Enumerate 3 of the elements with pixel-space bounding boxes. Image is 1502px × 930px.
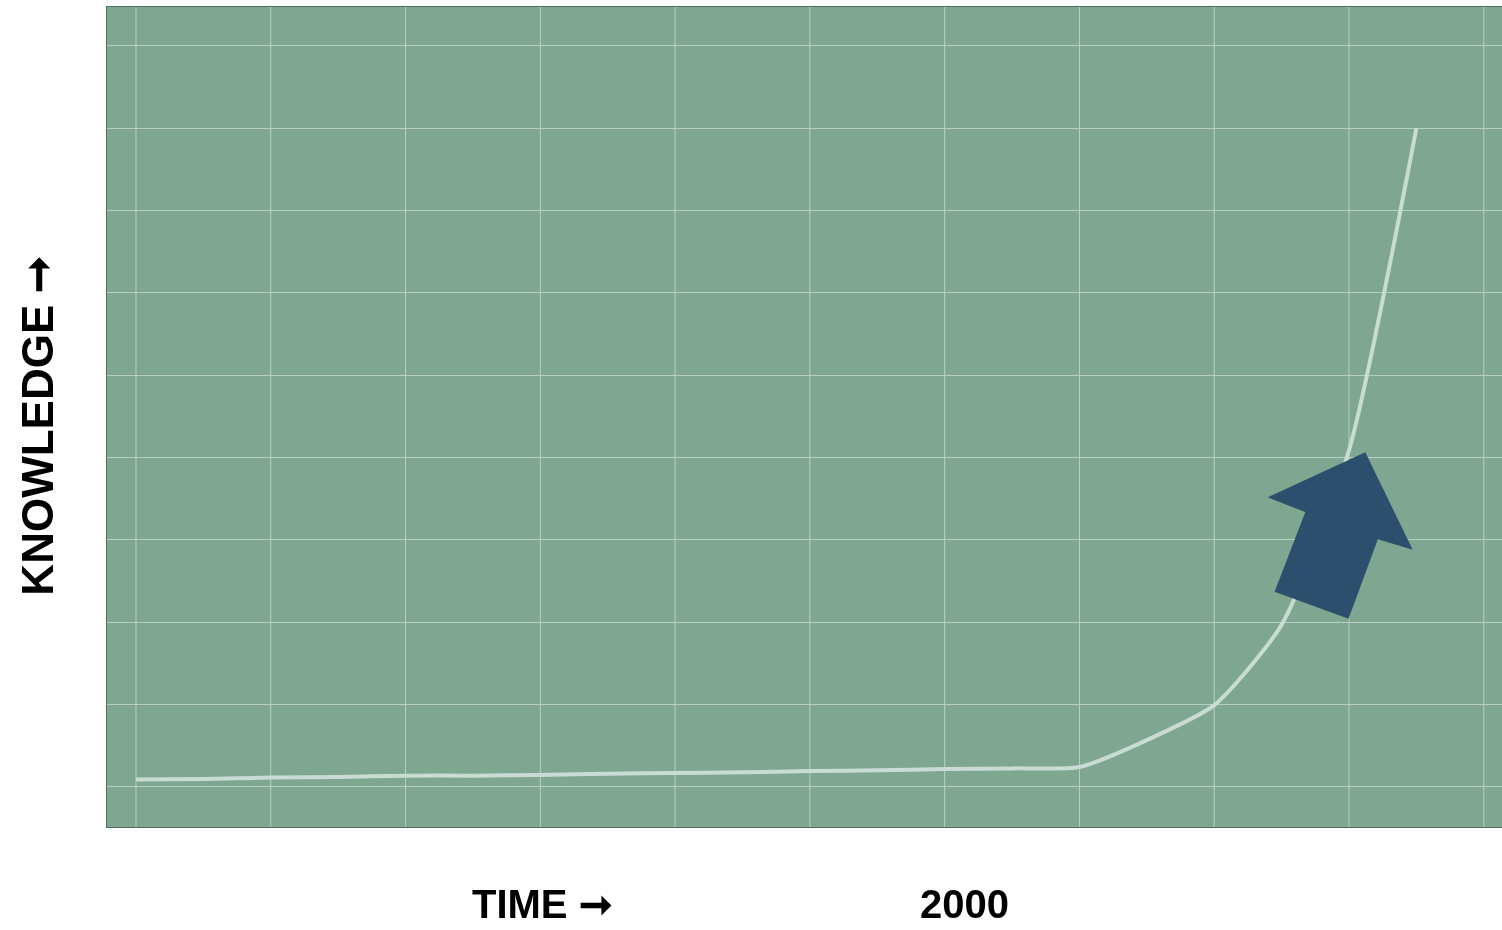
text: 2000 (920, 882, 1009, 926)
y-axis-title: KNOWLEDGE ➞ (12, 255, 62, 596)
x-axis-title: TIME ➞ (472, 882, 613, 926)
